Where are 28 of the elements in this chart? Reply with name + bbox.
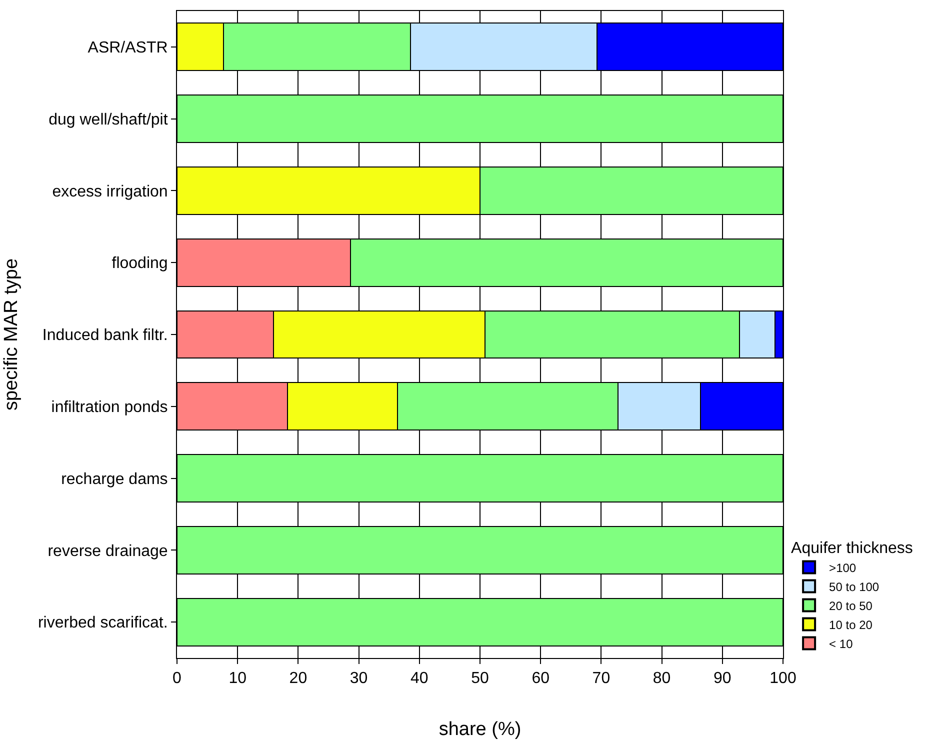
- legend-label: 10 to 20: [829, 618, 873, 632]
- legend-label: 20 to 50: [829, 598, 873, 613]
- y-tick-label: ASR/ASTR: [88, 40, 168, 57]
- x-tick-label: 100: [770, 670, 796, 688]
- y-tick-label: dug well/shaft/pit: [48, 111, 168, 128]
- y-tick-label: reverse drainage: [48, 542, 168, 560]
- x-tick-label: 70: [592, 670, 610, 688]
- y-tick-label: Induced bank filtr.: [42, 327, 168, 344]
- legend-title: Aquifer thickness: [791, 540, 913, 557]
- x-tick-label: 50: [471, 670, 489, 688]
- x-tick-label: 80: [652, 670, 671, 688]
- y-tick-label: riverbed scarificat.: [38, 614, 168, 632]
- x-tick-label: 60: [532, 670, 550, 688]
- y-tick-label: recharge dams: [61, 470, 168, 488]
- legend-label: < 10: [829, 636, 854, 651]
- x-axis-title: share (%): [438, 719, 522, 740]
- legend-label: >100: [829, 560, 856, 575]
- x-tick-label: 30: [350, 670, 368, 688]
- x-tick-label: 40: [410, 670, 428, 688]
- y-tick-label: flooding: [112, 255, 168, 272]
- x-tick-label: 90: [714, 670, 732, 688]
- y-tick-label: excess irrigation: [52, 183, 168, 200]
- x-tick-label: 10: [228, 670, 247, 688]
- y-axis-title: specific MAR type: [0, 258, 22, 411]
- legend-label: 50 to 100: [829, 580, 880, 594]
- x-tick-label: 0: [172, 670, 182, 688]
- x-tick-label: 20: [289, 670, 308, 688]
- y-tick-label: infiltration ponds: [51, 398, 168, 416]
